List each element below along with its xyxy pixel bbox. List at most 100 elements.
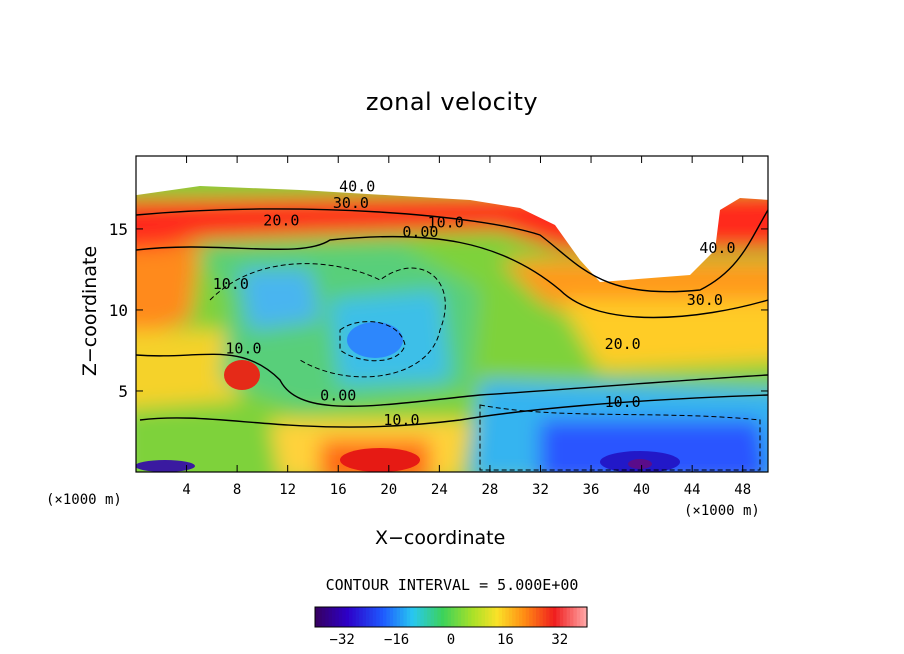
y-tick-label: 5 <box>118 382 128 401</box>
colorbar-swatch <box>413 607 418 627</box>
colorbar-swatch <box>338 607 343 627</box>
colorbar-swatch <box>318 607 323 627</box>
colorbar-swatch <box>478 607 483 627</box>
colorbar-swatch <box>553 607 557 627</box>
colorbar-swatch <box>393 607 398 627</box>
colorbar-swatch <box>542 607 547 627</box>
colorbar-swatch <box>495 607 500 627</box>
colorbar-swatch <box>532 607 537 627</box>
colorbar-swatch <box>434 607 438 627</box>
colorbar-swatch <box>451 607 455 627</box>
contour-value-label: 30.0 <box>333 194 369 212</box>
colorbar-swatch <box>485 607 489 627</box>
contour-value-label: 10.0 <box>383 411 419 429</box>
colorbar-swatch <box>498 607 503 627</box>
contour-value-label: 40.0 <box>699 239 735 257</box>
x-axis-label: X−coordinate <box>375 527 506 549</box>
colorbar-swatch <box>502 607 506 627</box>
contour-value-label: 10.0 <box>225 340 261 358</box>
y-tick-label: 10 <box>109 301 128 320</box>
velocity-field <box>136 156 768 472</box>
colorbar-swatch <box>389 607 394 627</box>
colorbar-swatch <box>410 607 415 627</box>
contour-value-label: 40.0 <box>339 178 375 196</box>
contour-interval-label: CONTOUR INTERVAL = 5.000E+00 <box>325 576 579 594</box>
colorbar-swatch <box>372 607 377 627</box>
colorbar: −32 −16 0 16 32 <box>314 606 588 648</box>
colorbar-swatch <box>563 607 568 627</box>
colorbar-swatch <box>400 607 404 627</box>
colorbar-swatch <box>335 607 340 627</box>
colorbar-swatch <box>403 607 408 627</box>
colorbar-swatch <box>529 607 534 627</box>
colorbar-swatch <box>444 607 449 627</box>
x-tick-label: 28 <box>481 482 498 498</box>
contour-value-label: 0.00 <box>320 387 356 405</box>
colorbar-swatch <box>345 607 350 627</box>
x-unit-left-label: (×1000 m) <box>46 492 122 508</box>
x-tick-label: 44 <box>684 482 701 498</box>
colorbar-tick-label: 0 <box>447 632 455 648</box>
colorbar-tick-label: 32 <box>551 632 568 648</box>
contour-value-label: 0.00 <box>402 223 438 241</box>
colorbar-swatch <box>457 607 462 627</box>
colorbar-swatch <box>461 607 466 627</box>
plot-frame <box>135 155 769 473</box>
colorbar-swatch <box>406 607 411 627</box>
colorbar-swatch <box>570 607 574 627</box>
colorbar-swatch <box>556 607 561 627</box>
colorbar-swatch <box>573 607 578 627</box>
x-tick-label: 24 <box>431 482 448 498</box>
colorbar-swatch <box>366 607 370 627</box>
colorbar-swatch <box>536 607 540 627</box>
colorbar-swatch <box>447 607 452 627</box>
colorbar-swatch <box>505 607 510 627</box>
colorbar-swatch <box>342 607 347 627</box>
contour-value-label: 30.0 <box>687 291 723 309</box>
colorbar-swatch <box>471 607 476 627</box>
x-tick-label: 36 <box>583 482 600 498</box>
contour-value-label: 10.0 <box>605 393 641 411</box>
contour-value-label: 10.0 <box>213 275 249 293</box>
colorbar-swatch <box>491 607 496 627</box>
contour-value-label: 20.0 <box>263 212 299 230</box>
colorbar-swatch <box>423 607 428 627</box>
x-tick-label: 16 <box>330 482 347 498</box>
colorbar-swatch <box>566 607 571 627</box>
colorbar-swatch <box>417 607 421 627</box>
x-tick-label: 8 <box>233 482 241 498</box>
colorbar-swatch <box>539 607 544 627</box>
contour-value-label: 10.0 <box>428 213 464 231</box>
colorbar-swatch <box>580 607 585 627</box>
colorbar-swatch <box>427 607 432 627</box>
colorbar-swatch <box>515 607 520 627</box>
x-tick-label: 20 <box>380 482 397 498</box>
colorbar-tick-label: 16 <box>497 632 514 648</box>
colorbar-swatch <box>328 607 333 627</box>
colorbar-swatch <box>512 607 517 627</box>
colorbar-swatch <box>549 607 554 627</box>
colorbar-swatch <box>474 607 479 627</box>
contour-value-label: 20.0 <box>605 335 641 353</box>
colorbar-swatch <box>440 607 445 627</box>
colorbar-swatch <box>454 607 459 627</box>
colorbar-swatch <box>383 607 387 627</box>
colorbar-swatch <box>349 607 353 627</box>
colorbar-swatch <box>396 607 401 627</box>
colorbar-swatch <box>437 607 442 627</box>
x-tick-label: 40 <box>633 482 650 498</box>
colorbar-swatch <box>332 607 336 627</box>
x-tick-label: 4 <box>182 482 190 498</box>
colorbar-swatch <box>386 607 391 627</box>
colorbar-swatch <box>488 607 493 627</box>
colorbar-swatch <box>559 607 564 627</box>
colorbar-swatch <box>352 607 357 627</box>
colorbar-tick-label: −32 <box>330 632 355 648</box>
x-unit-right-label: (×1000 m) <box>684 503 760 519</box>
x-tick-label: 48 <box>734 482 751 498</box>
y-axis-label: Z−coordinate <box>79 245 101 377</box>
colorbar-swatch <box>546 607 551 627</box>
colorbar-swatch <box>420 607 425 627</box>
y-tick-label: 15 <box>109 220 128 239</box>
